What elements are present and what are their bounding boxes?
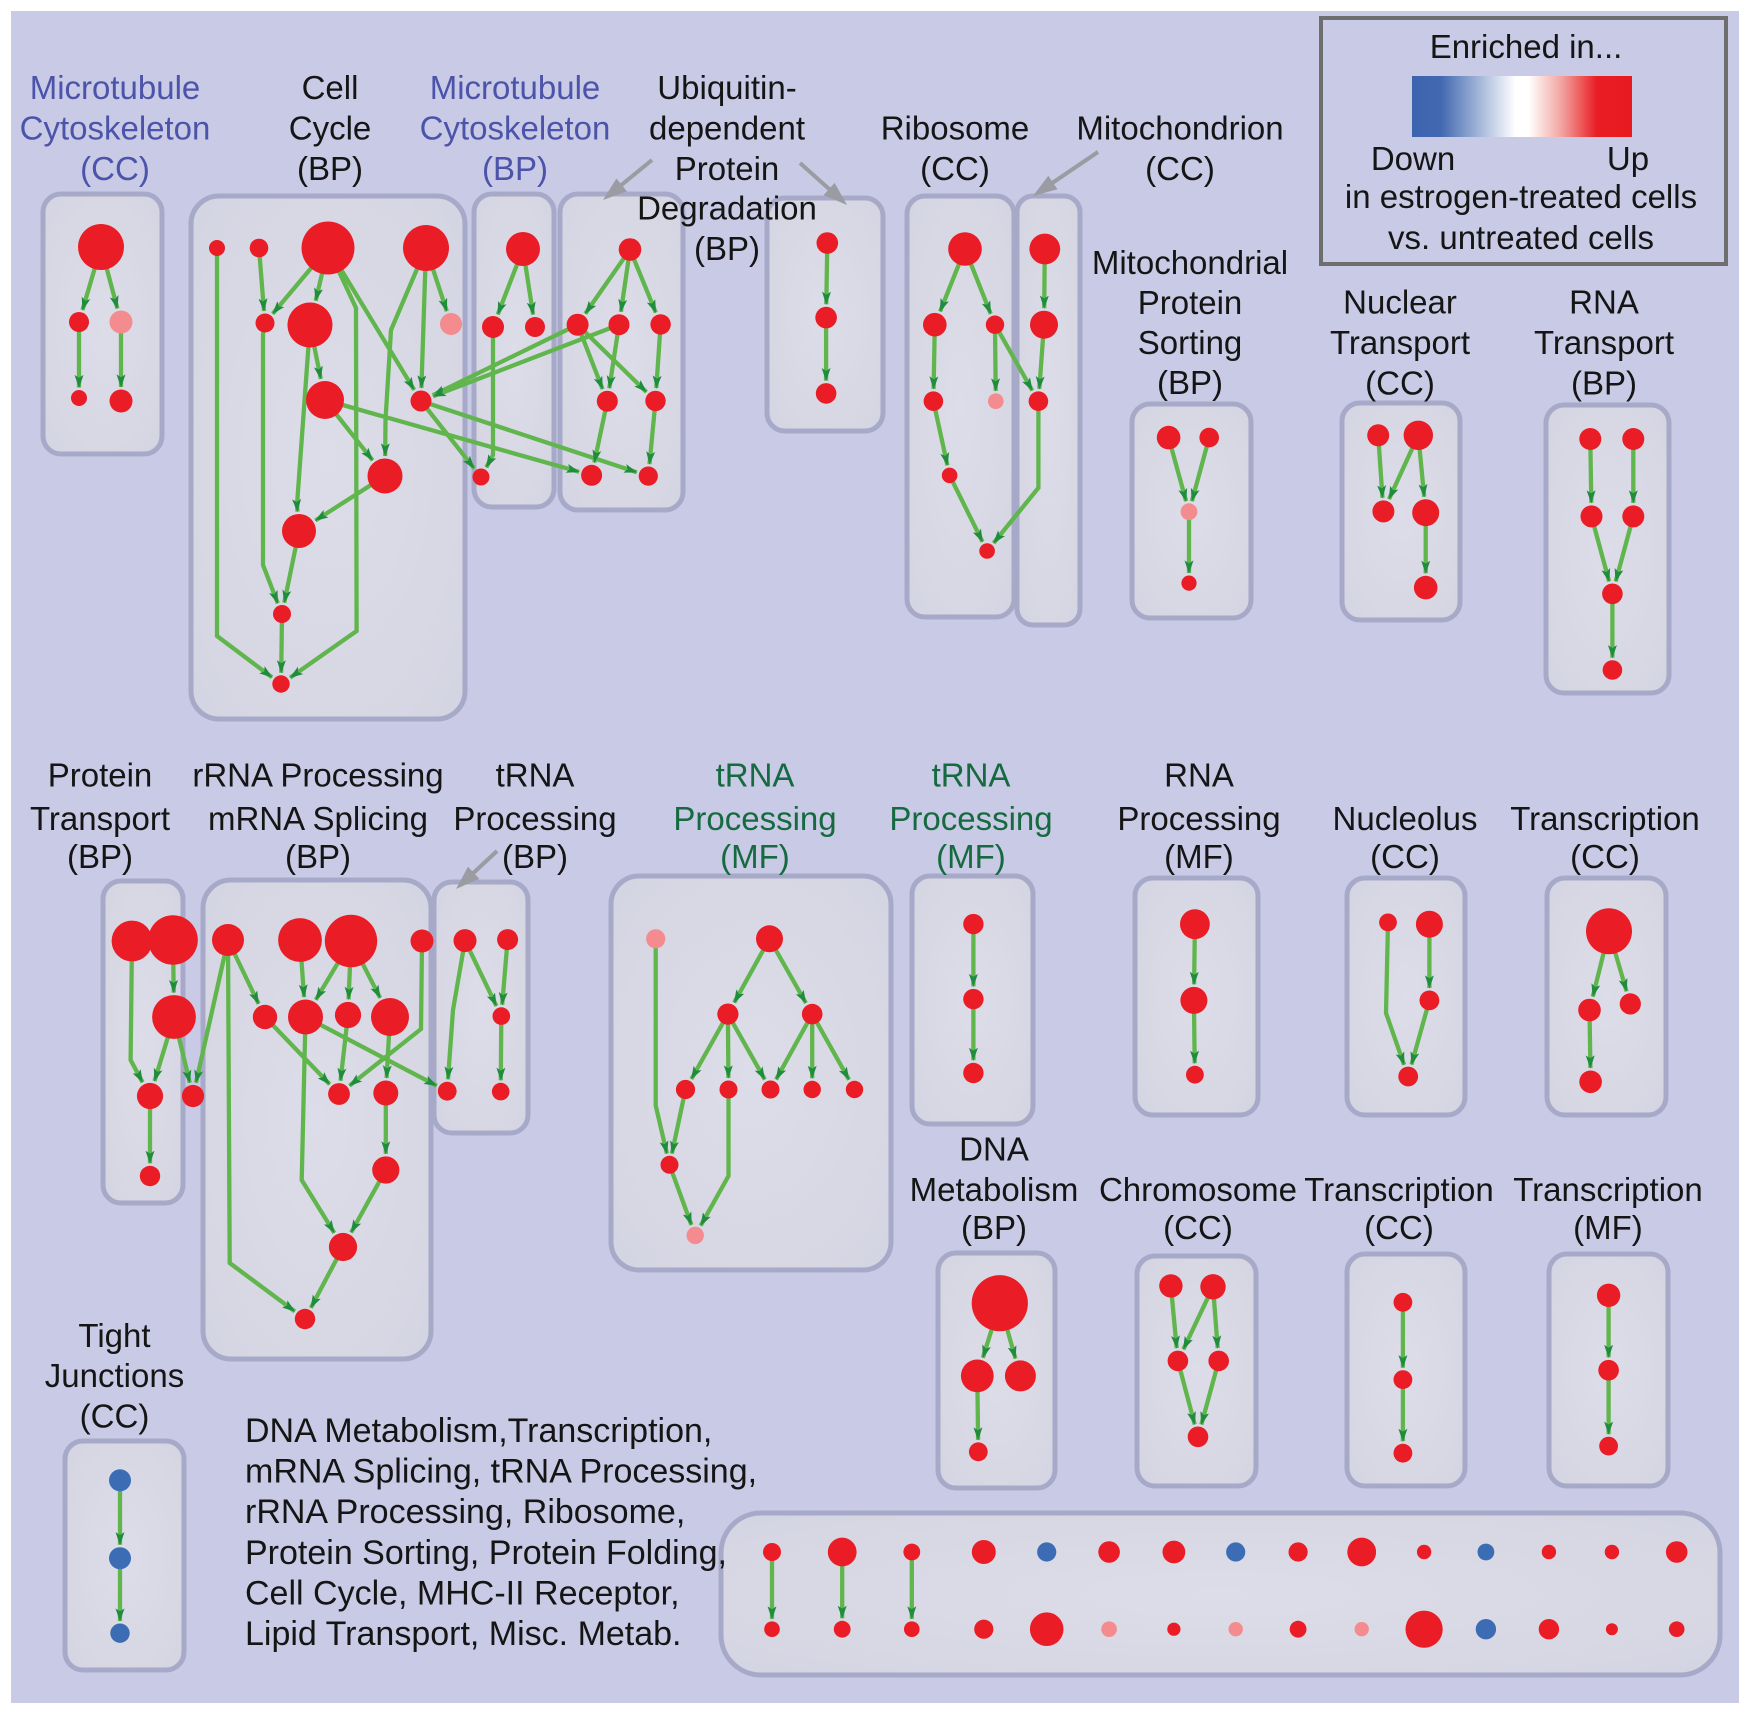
svg-text:Cytoskeleton: Cytoskeleton (420, 110, 611, 147)
svg-text:(CC): (CC) (1145, 150, 1215, 187)
svg-text:(BP): (BP) (67, 838, 133, 875)
svg-text:(BP): (BP) (1571, 365, 1637, 402)
svg-text:RNA: RNA (1164, 757, 1234, 794)
svg-text:Processing: Processing (453, 800, 616, 837)
svg-text:DNA Metabolism,Transcription,: DNA Metabolism,Transcription, (245, 1412, 712, 1450)
svg-text:tRNA: tRNA (496, 757, 575, 794)
svg-text:DNA: DNA (959, 1131, 1029, 1168)
svg-text:(BP): (BP) (502, 838, 568, 875)
svg-text:Microtubule: Microtubule (30, 69, 201, 106)
svg-text:Transcription: Transcription (1304, 1171, 1494, 1208)
svg-text:(MF): (MF) (1164, 838, 1234, 875)
svg-text:Transcription: Transcription (1513, 1171, 1703, 1208)
svg-text:Up: Up (1607, 140, 1649, 177)
svg-text:Cycle: Cycle (289, 110, 372, 147)
svg-text:(MF): (MF) (936, 838, 1006, 875)
svg-text:Microtubule: Microtubule (430, 69, 601, 106)
svg-text:(BP): (BP) (694, 230, 760, 267)
svg-text:in estrogen-treated cells: in estrogen-treated cells (1345, 178, 1697, 215)
svg-text:(MF): (MF) (720, 838, 790, 875)
svg-text:Sorting: Sorting (1138, 324, 1243, 361)
svg-text:Processing: Processing (673, 800, 836, 837)
svg-text:mRNA Splicing, tRNA Processing: mRNA Splicing, tRNA Processing, (245, 1453, 757, 1491)
svg-text:mRNA Splicing: mRNA Splicing (208, 800, 428, 837)
svg-text:Transcription: Transcription (1510, 800, 1700, 837)
svg-text:Nucleolus: Nucleolus (1333, 800, 1478, 837)
svg-text:Protein Sorting, Protein Foldi: Protein Sorting, Protein Folding, (245, 1534, 727, 1572)
svg-text:(BP): (BP) (482, 150, 548, 187)
svg-text:(CC): (CC) (1370, 838, 1440, 875)
svg-text:(CC): (CC) (920, 150, 990, 187)
svg-text:Mitochondrion: Mitochondrion (1076, 110, 1283, 147)
svg-text:rRNA Processing: rRNA Processing (192, 757, 443, 794)
svg-text:Down: Down (1371, 140, 1455, 177)
svg-text:(MF): (MF) (1573, 1209, 1643, 1246)
svg-text:Cell: Cell (302, 69, 359, 106)
svg-text:Protein: Protein (675, 150, 780, 187)
svg-text:Transport: Transport (1330, 324, 1470, 361)
svg-text:Cell Cycle, MHC-II Receptor,: Cell Cycle, MHC-II Receptor, (245, 1574, 680, 1612)
svg-text:(CC): (CC) (1364, 1209, 1434, 1246)
svg-text:Transport: Transport (30, 800, 170, 837)
svg-text:Junctions: Junctions (45, 1357, 184, 1394)
svg-text:Lipid Transport, Misc. Metab.: Lipid Transport, Misc. Metab. (245, 1615, 682, 1653)
svg-text:dependent: dependent (649, 110, 805, 147)
svg-text:Mitochondrial: Mitochondrial (1092, 244, 1288, 281)
svg-text:RNA: RNA (1569, 284, 1639, 321)
svg-text:vs. untreated cells: vs. untreated cells (1388, 219, 1654, 256)
svg-text:(CC): (CC) (80, 150, 150, 187)
svg-text:Enriched in...: Enriched in... (1430, 28, 1623, 65)
svg-text:(CC): (CC) (1570, 838, 1640, 875)
svg-text:Ubiquitin-: Ubiquitin- (657, 69, 796, 106)
svg-text:rRNA Processing, Ribosome,: rRNA Processing, Ribosome, (245, 1493, 685, 1531)
svg-text:(BP): (BP) (285, 838, 351, 875)
svg-text:Tight: Tight (78, 1317, 150, 1354)
svg-text:Transport: Transport (1534, 324, 1674, 361)
svg-text:(BP): (BP) (297, 150, 363, 187)
svg-text:tRNA: tRNA (716, 757, 795, 794)
svg-text:Protein: Protein (48, 757, 153, 794)
svg-text:Ribosome: Ribosome (881, 110, 1030, 147)
svg-text:Degradation: Degradation (637, 190, 817, 227)
svg-text:Processing: Processing (889, 800, 1052, 837)
svg-text:Chromosome: Chromosome (1099, 1171, 1297, 1208)
svg-text:Protein: Protein (1138, 284, 1243, 321)
svg-text:Nuclear: Nuclear (1343, 284, 1457, 321)
svg-text:(BP): (BP) (961, 1209, 1027, 1246)
svg-text:Processing: Processing (1117, 800, 1280, 837)
svg-text:(CC): (CC) (1365, 365, 1435, 402)
svg-text:(CC): (CC) (1163, 1209, 1233, 1246)
svg-text:(BP): (BP) (1157, 364, 1223, 401)
svg-text:(CC): (CC) (80, 1398, 150, 1435)
svg-text:Cytoskeleton: Cytoskeleton (20, 110, 211, 147)
svg-text:tRNA: tRNA (932, 757, 1011, 794)
svg-text:Metabolism: Metabolism (910, 1171, 1079, 1208)
